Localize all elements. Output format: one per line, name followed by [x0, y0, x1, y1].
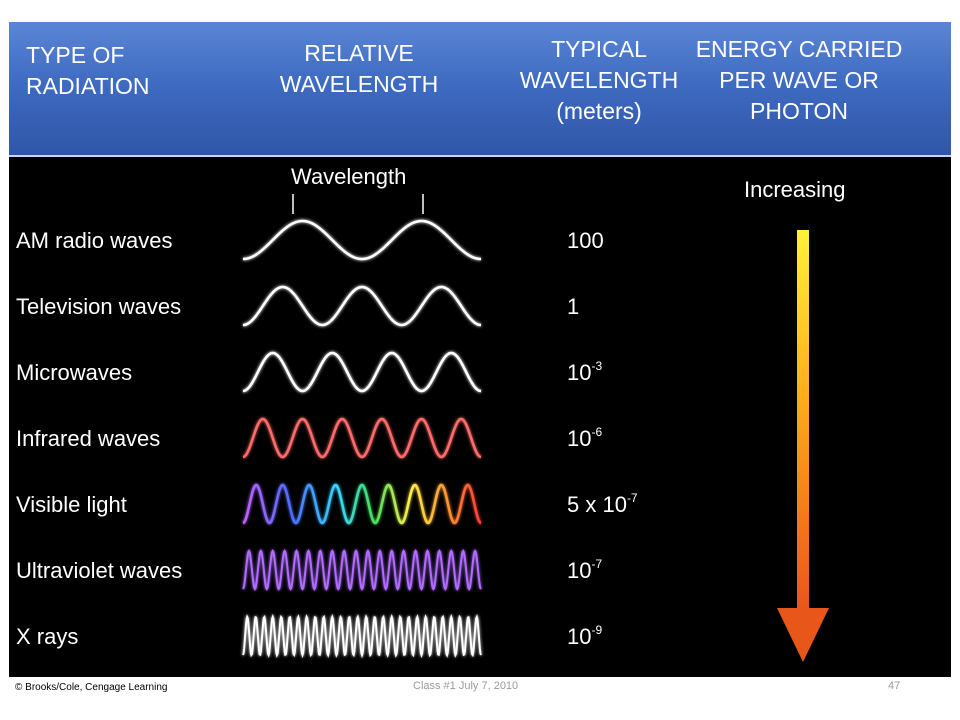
wave-infrared [242, 417, 482, 459]
wave-am [242, 219, 482, 261]
energy-arrow-shaft [797, 230, 809, 610]
wavelength-value-visible: 5 x 10-7 [567, 490, 638, 517]
energy-arrow-head [777, 608, 829, 662]
wavelength-label: Wavelength [291, 164, 407, 189]
radiation-name-ultraviolet: Ultraviolet waves [16, 558, 183, 583]
copyright-credit: © Brooks/Cole, Cengage Learning [15, 682, 168, 693]
wavelength-value-am: 100 [567, 228, 604, 253]
page-number: 47 [888, 680, 901, 692]
wave-xray [242, 613, 482, 659]
wave-visible [242, 483, 482, 525]
radiation-name-microwave: Microwaves [16, 360, 133, 385]
wavelength-value-microwave: 10-3 [567, 358, 603, 385]
wave-microwave [242, 351, 482, 393]
wave-tv [242, 285, 482, 327]
radiation-name-am: AM radio waves [16, 228, 173, 253]
radiation-figure: TYPE OF RADIATION RELATIVE WAVELENGTH TY… [9, 22, 951, 677]
waves-graphic [242, 194, 829, 662]
radiation-name-infrared: Infrared waves [16, 426, 161, 451]
header-divider [9, 155, 951, 157]
wavelength-value-ultraviolet: 10-7 [567, 556, 603, 583]
radiation-name-visible: Visible light [16, 492, 127, 517]
table-header [9, 22, 951, 155]
header-relative-wavelength: RELATIVE WAVELENGTH [279, 40, 439, 97]
wavelength-value-infrared: 10-6 [567, 424, 603, 451]
radiation-name-tv: Television waves [16, 294, 182, 319]
increasing-label: Increasing [744, 177, 846, 202]
wave-ultraviolet [242, 549, 482, 591]
radiation-name-xray: X rays [16, 624, 79, 649]
wavelength-value-tv: 1 [567, 294, 580, 319]
header-typical-wavelength: TYPICAL WAVELENGTH (meters) [519, 36, 679, 124]
header-type-of-radiation: TYPE OF RADIATION [26, 42, 150, 99]
header-energy-per-photon: ENERGY CARRIED PER WAVE OR PHOTON [695, 36, 903, 124]
footer-date-text: Class #1 July 7, 2010 [413, 680, 519, 692]
wavelength-value-xray: 10-9 [567, 622, 603, 649]
